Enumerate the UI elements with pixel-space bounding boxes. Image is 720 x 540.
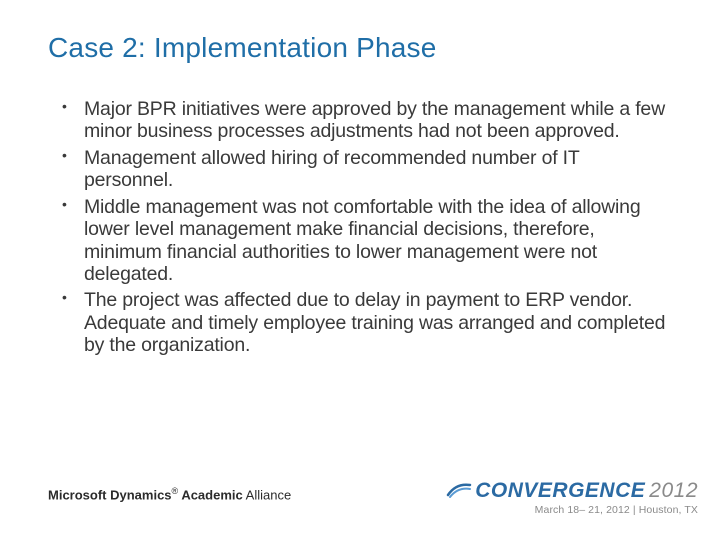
- footer-brand-2: Academic: [178, 487, 243, 502]
- list-item: Major BPR initiatives were approved by t…: [56, 98, 672, 143]
- list-item: The project was affected due to delay in…: [56, 289, 672, 356]
- logo-word: CONVERGENCE: [475, 479, 645, 503]
- list-item: Middle management was not comfortable wi…: [56, 196, 672, 286]
- slide-container: Case 2: Implementation Phase Major BPR i…: [0, 0, 720, 540]
- footer-brand-3: Alliance: [243, 487, 291, 502]
- convergence-logo: CONVERGENCE 2012: [446, 477, 698, 503]
- list-item: Management allowed hiring of recommended…: [56, 147, 672, 192]
- footer-date-location: March 18– 21, 2012 | Houston, TX: [446, 504, 698, 516]
- footer-brand-1: Microsoft Dynamics: [48, 487, 172, 502]
- slide-title: Case 2: Implementation Phase: [48, 32, 672, 64]
- logo-year: 2012: [649, 479, 698, 503]
- footer-left: Microsoft Dynamics® Academic Alliance: [48, 486, 291, 502]
- footer-right: CONVERGENCE 2012 March 18– 21, 2012 | Ho…: [446, 477, 698, 516]
- bullet-list: Major BPR initiatives were approved by t…: [48, 98, 672, 357]
- swoosh-icon: [446, 479, 472, 499]
